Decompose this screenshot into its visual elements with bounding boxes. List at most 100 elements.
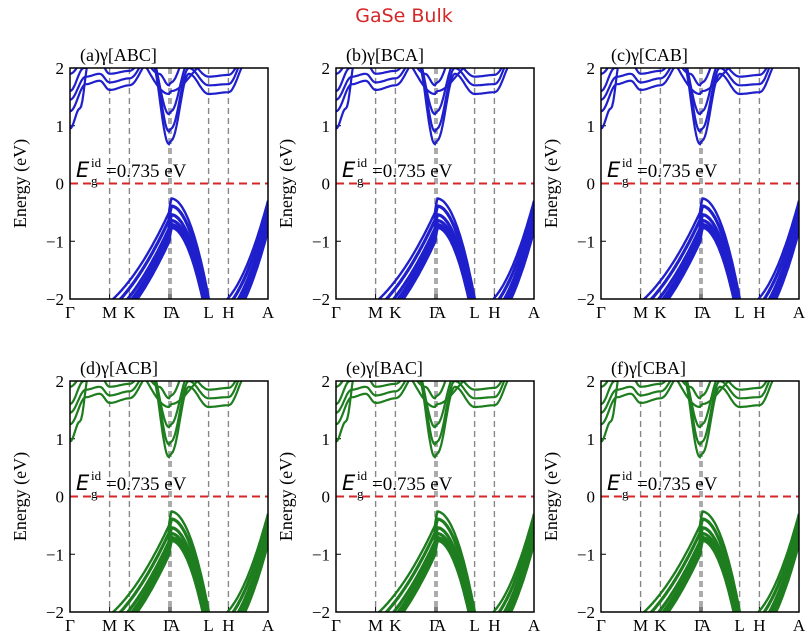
x-tick-label: Γ xyxy=(694,303,704,322)
x-tick-label: A xyxy=(168,616,181,635)
conduction-band-3 xyxy=(70,68,237,116)
gap-label-sup: id xyxy=(357,155,368,170)
y-tick-label: 0 xyxy=(322,488,331,507)
valence-band-6 xyxy=(666,225,799,299)
conduction-band-2 xyxy=(70,381,240,447)
x-tick-label: Γ xyxy=(596,303,606,322)
x-tick-label: K xyxy=(654,303,667,322)
x-tick-label: L xyxy=(203,616,213,635)
x-tick-label: H xyxy=(753,616,765,635)
gap-label-value: =0.735 eV xyxy=(372,161,453,182)
conduction-band-3 xyxy=(601,68,768,116)
band-lines xyxy=(70,381,268,612)
band-lines xyxy=(336,381,534,612)
y-tick-label: 1 xyxy=(322,117,331,136)
y-axis-label: Energy (eV) xyxy=(541,139,562,228)
x-tick-label: Γ xyxy=(163,303,173,322)
panel-label: (c)γ[CAB] xyxy=(611,45,688,66)
conduction-band-4 xyxy=(336,68,466,96)
gap-label-sup: id xyxy=(622,468,633,483)
y-tick-label: 2 xyxy=(56,59,65,78)
x-tick-label: Γ xyxy=(331,616,341,635)
x-tick-label: A xyxy=(793,616,806,635)
conduction-band-4 xyxy=(601,381,731,409)
panel-label: (d)γ[ACB] xyxy=(80,358,158,379)
x-tick-label: H xyxy=(753,303,765,322)
x-tick-label: A xyxy=(262,616,275,635)
gap-label-value: =0.735 eV xyxy=(106,474,187,495)
conduction-band-5 xyxy=(601,68,712,130)
x-tick-label: M xyxy=(102,616,117,635)
conduction-band-1 xyxy=(70,381,243,459)
gap-label-value: =0.735 eV xyxy=(637,474,718,495)
x-tick-label: A xyxy=(699,303,712,322)
y-tick-label: 1 xyxy=(587,430,596,449)
plot-frame xyxy=(600,67,800,300)
y-tick-label: 0 xyxy=(587,488,596,507)
x-tick-label: A xyxy=(434,303,447,322)
conduction-band-3 xyxy=(70,381,237,429)
conduction-band-1 xyxy=(601,68,774,146)
y-tick-label: −1 xyxy=(312,545,330,564)
valence-band-6 xyxy=(401,538,534,612)
x-tick-label: L xyxy=(734,616,744,635)
y-tick-label: 0 xyxy=(56,175,65,194)
x-tick-label: K xyxy=(389,303,402,322)
conduction-band-1 xyxy=(70,68,243,146)
gap-label-symbol: E xyxy=(607,158,621,182)
x-tick-label: K xyxy=(389,616,402,635)
conduction-band-2 xyxy=(70,68,240,134)
x-tick-label: M xyxy=(102,303,117,322)
band-panel-6: (f)γ[CBA]Energy (eV)210−1−2Γ M K ΓA L H AE idg =… xyxy=(541,358,806,635)
x-tick-label: A xyxy=(262,303,275,322)
gap-label-value: =0.735 eV xyxy=(372,474,453,495)
panel-label: (f)γ[CBA] xyxy=(611,358,686,379)
conduction-band-3 xyxy=(336,68,503,116)
valence-band-6 xyxy=(135,538,268,612)
y-tick-label: −1 xyxy=(312,232,330,251)
plot-frame xyxy=(69,380,269,613)
y-tick-label: 2 xyxy=(56,372,65,391)
x-tick-label: Γ xyxy=(65,616,75,635)
y-tick-label: −2 xyxy=(46,603,64,622)
conduction-band-2 xyxy=(601,68,771,134)
conduction-band-1 xyxy=(336,68,509,146)
x-tick-label: H xyxy=(488,303,500,322)
x-tick-label: K xyxy=(123,303,136,322)
plot-frame xyxy=(600,380,800,613)
conduction-band-5 xyxy=(70,381,181,443)
y-axis-label: Energy (eV) xyxy=(541,452,562,541)
y-tick-label: 1 xyxy=(587,117,596,136)
figure-title: GaSe Bulk xyxy=(355,5,453,27)
conduction-band-4 xyxy=(70,381,200,409)
x-tick-label: H xyxy=(222,616,234,635)
y-tick-label: −2 xyxy=(312,290,330,309)
conduction-band-1 xyxy=(601,381,774,459)
x-tick-label: Γ xyxy=(694,616,704,635)
conduction-band-5 xyxy=(336,68,447,130)
band-panel-2: (b)γ[BCA]Energy (eV)210−1−2Γ M K ΓA L H AE idg =… xyxy=(276,45,541,322)
y-tick-label: −2 xyxy=(312,603,330,622)
x-tick-label: Γ xyxy=(429,303,439,322)
y-tick-label: −2 xyxy=(46,290,64,309)
conduction-band-4 xyxy=(70,68,200,96)
x-tick-label: A xyxy=(528,616,541,635)
conduction-band-4 xyxy=(336,381,466,409)
gap-label-sup: id xyxy=(622,155,633,170)
y-tick-label: −1 xyxy=(577,545,595,564)
gap-label-sub: g xyxy=(91,173,98,188)
gap-label-sup: id xyxy=(91,155,102,170)
y-tick-label: −2 xyxy=(577,603,595,622)
gap-label-symbol: E xyxy=(607,471,621,495)
y-tick-label: −1 xyxy=(577,232,595,251)
y-tick-label: −1 xyxy=(46,545,64,564)
plot-frame xyxy=(335,67,535,300)
conduction-band-5 xyxy=(601,381,712,443)
conduction-band-4 xyxy=(601,68,731,96)
conduction-band-2 xyxy=(601,381,771,447)
conduction-band-5 xyxy=(70,68,181,130)
x-tick-label: A xyxy=(168,303,181,322)
band-lines xyxy=(336,68,534,299)
panel-label: (a)γ[ABC] xyxy=(80,45,157,66)
y-tick-label: 1 xyxy=(322,430,331,449)
